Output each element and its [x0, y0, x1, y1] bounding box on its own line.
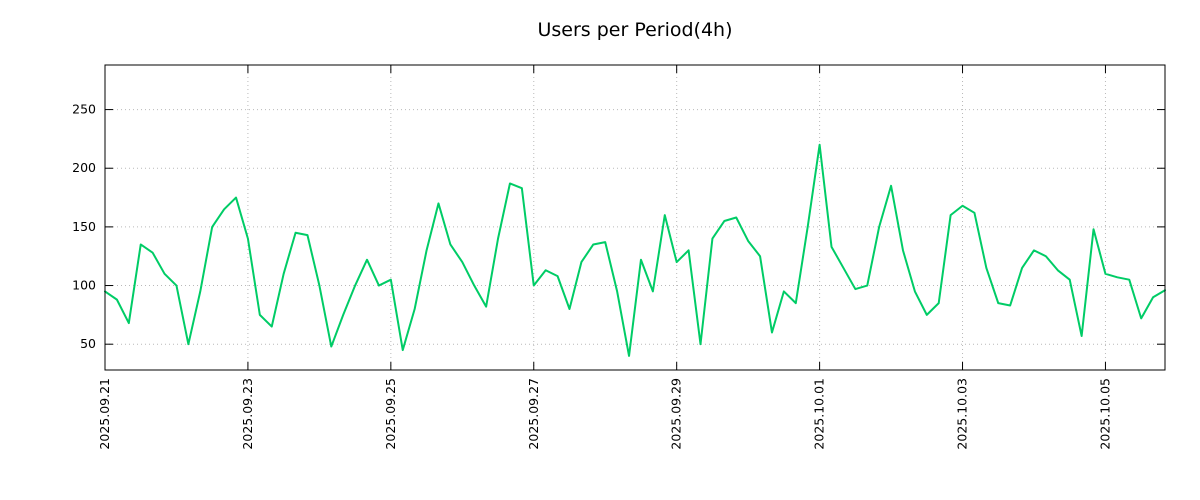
y-tick-label: 250 — [72, 102, 96, 117]
x-tick-label: 2025.10.03 — [955, 378, 970, 450]
x-tick-label: 2025.10.05 — [1097, 378, 1112, 450]
x-tick-label: 2025.09.25 — [383, 378, 398, 450]
y-tick-label: 100 — [72, 278, 96, 293]
x-tick-label: 2025.10.01 — [812, 378, 827, 450]
axis-labels: 50 100 150 200 250 2025.09.21 2025.09.23 2025.0… — [72, 102, 1112, 450]
x-tick-label: 2025.09.29 — [669, 378, 684, 450]
gridlines — [104, 65, 1165, 370]
y-tick-label: 200 — [72, 160, 96, 175]
tick-marks — [104, 65, 1165, 370]
data-series — [104, 143, 1166, 357]
plot-border — [104, 64, 1166, 371]
users-line-series — [104, 143, 1166, 357]
chart-title: Users per Period(4h) — [537, 19, 732, 41]
x-tick-label: 2025.09.23 — [240, 378, 255, 450]
y-tick-label: 150 — [72, 219, 96, 234]
y-tick-label: 50 — [80, 336, 96, 351]
x-tick-label: 2025.09.21 — [97, 378, 112, 450]
x-tick-label: 2025.09.27 — [526, 378, 541, 450]
